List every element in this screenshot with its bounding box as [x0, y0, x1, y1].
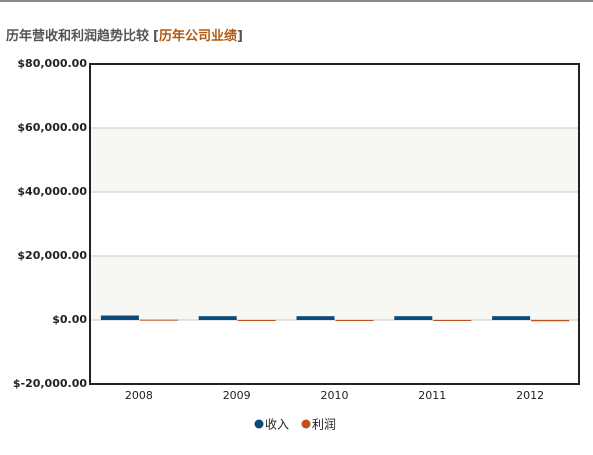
- x-tick-label: 2010: [321, 389, 349, 402]
- bar: [433, 320, 472, 321]
- plot-frame: [89, 63, 580, 385]
- y-tick-label: $20,000.00: [17, 249, 87, 262]
- y-tick-label: $40,000.00: [17, 185, 87, 198]
- bar: [296, 316, 335, 320]
- bar: [335, 320, 374, 321]
- y-tick-label: $-20,000.00: [13, 377, 87, 390]
- bar: [198, 316, 237, 320]
- plot-band: [90, 256, 579, 320]
- chart-title: 历年营收和利润趋势比较 [历年公司业绩]: [6, 28, 243, 44]
- x-tick-label: 2012: [516, 389, 544, 402]
- legend-marker: [301, 419, 311, 429]
- y-tick-label: $80,000.00: [17, 57, 87, 70]
- legend-label: 利润: [312, 418, 336, 432]
- bar: [531, 320, 570, 322]
- legend-marker: [254, 419, 264, 429]
- x-tick-label: 2009: [223, 389, 251, 402]
- bar: [237, 320, 276, 321]
- x-tick-label: 2011: [418, 389, 446, 402]
- title-link[interactable]: 历年公司业绩: [159, 28, 237, 44]
- legend-label: 收入: [265, 418, 289, 432]
- x-tick-label: 2008: [125, 389, 153, 402]
- plot-band: [90, 128, 579, 192]
- bar: [100, 315, 139, 320]
- y-tick-label: $0.00: [52, 313, 87, 326]
- bar: [394, 316, 433, 320]
- title-bracket: [: [153, 29, 159, 44]
- title-bracket: ]: [237, 29, 243, 44]
- title-text: 历年营收和利润趋势比较: [6, 28, 149, 44]
- bar: [492, 316, 531, 320]
- y-tick-label: $60,000.00: [17, 121, 87, 134]
- bar: [139, 319, 178, 321]
